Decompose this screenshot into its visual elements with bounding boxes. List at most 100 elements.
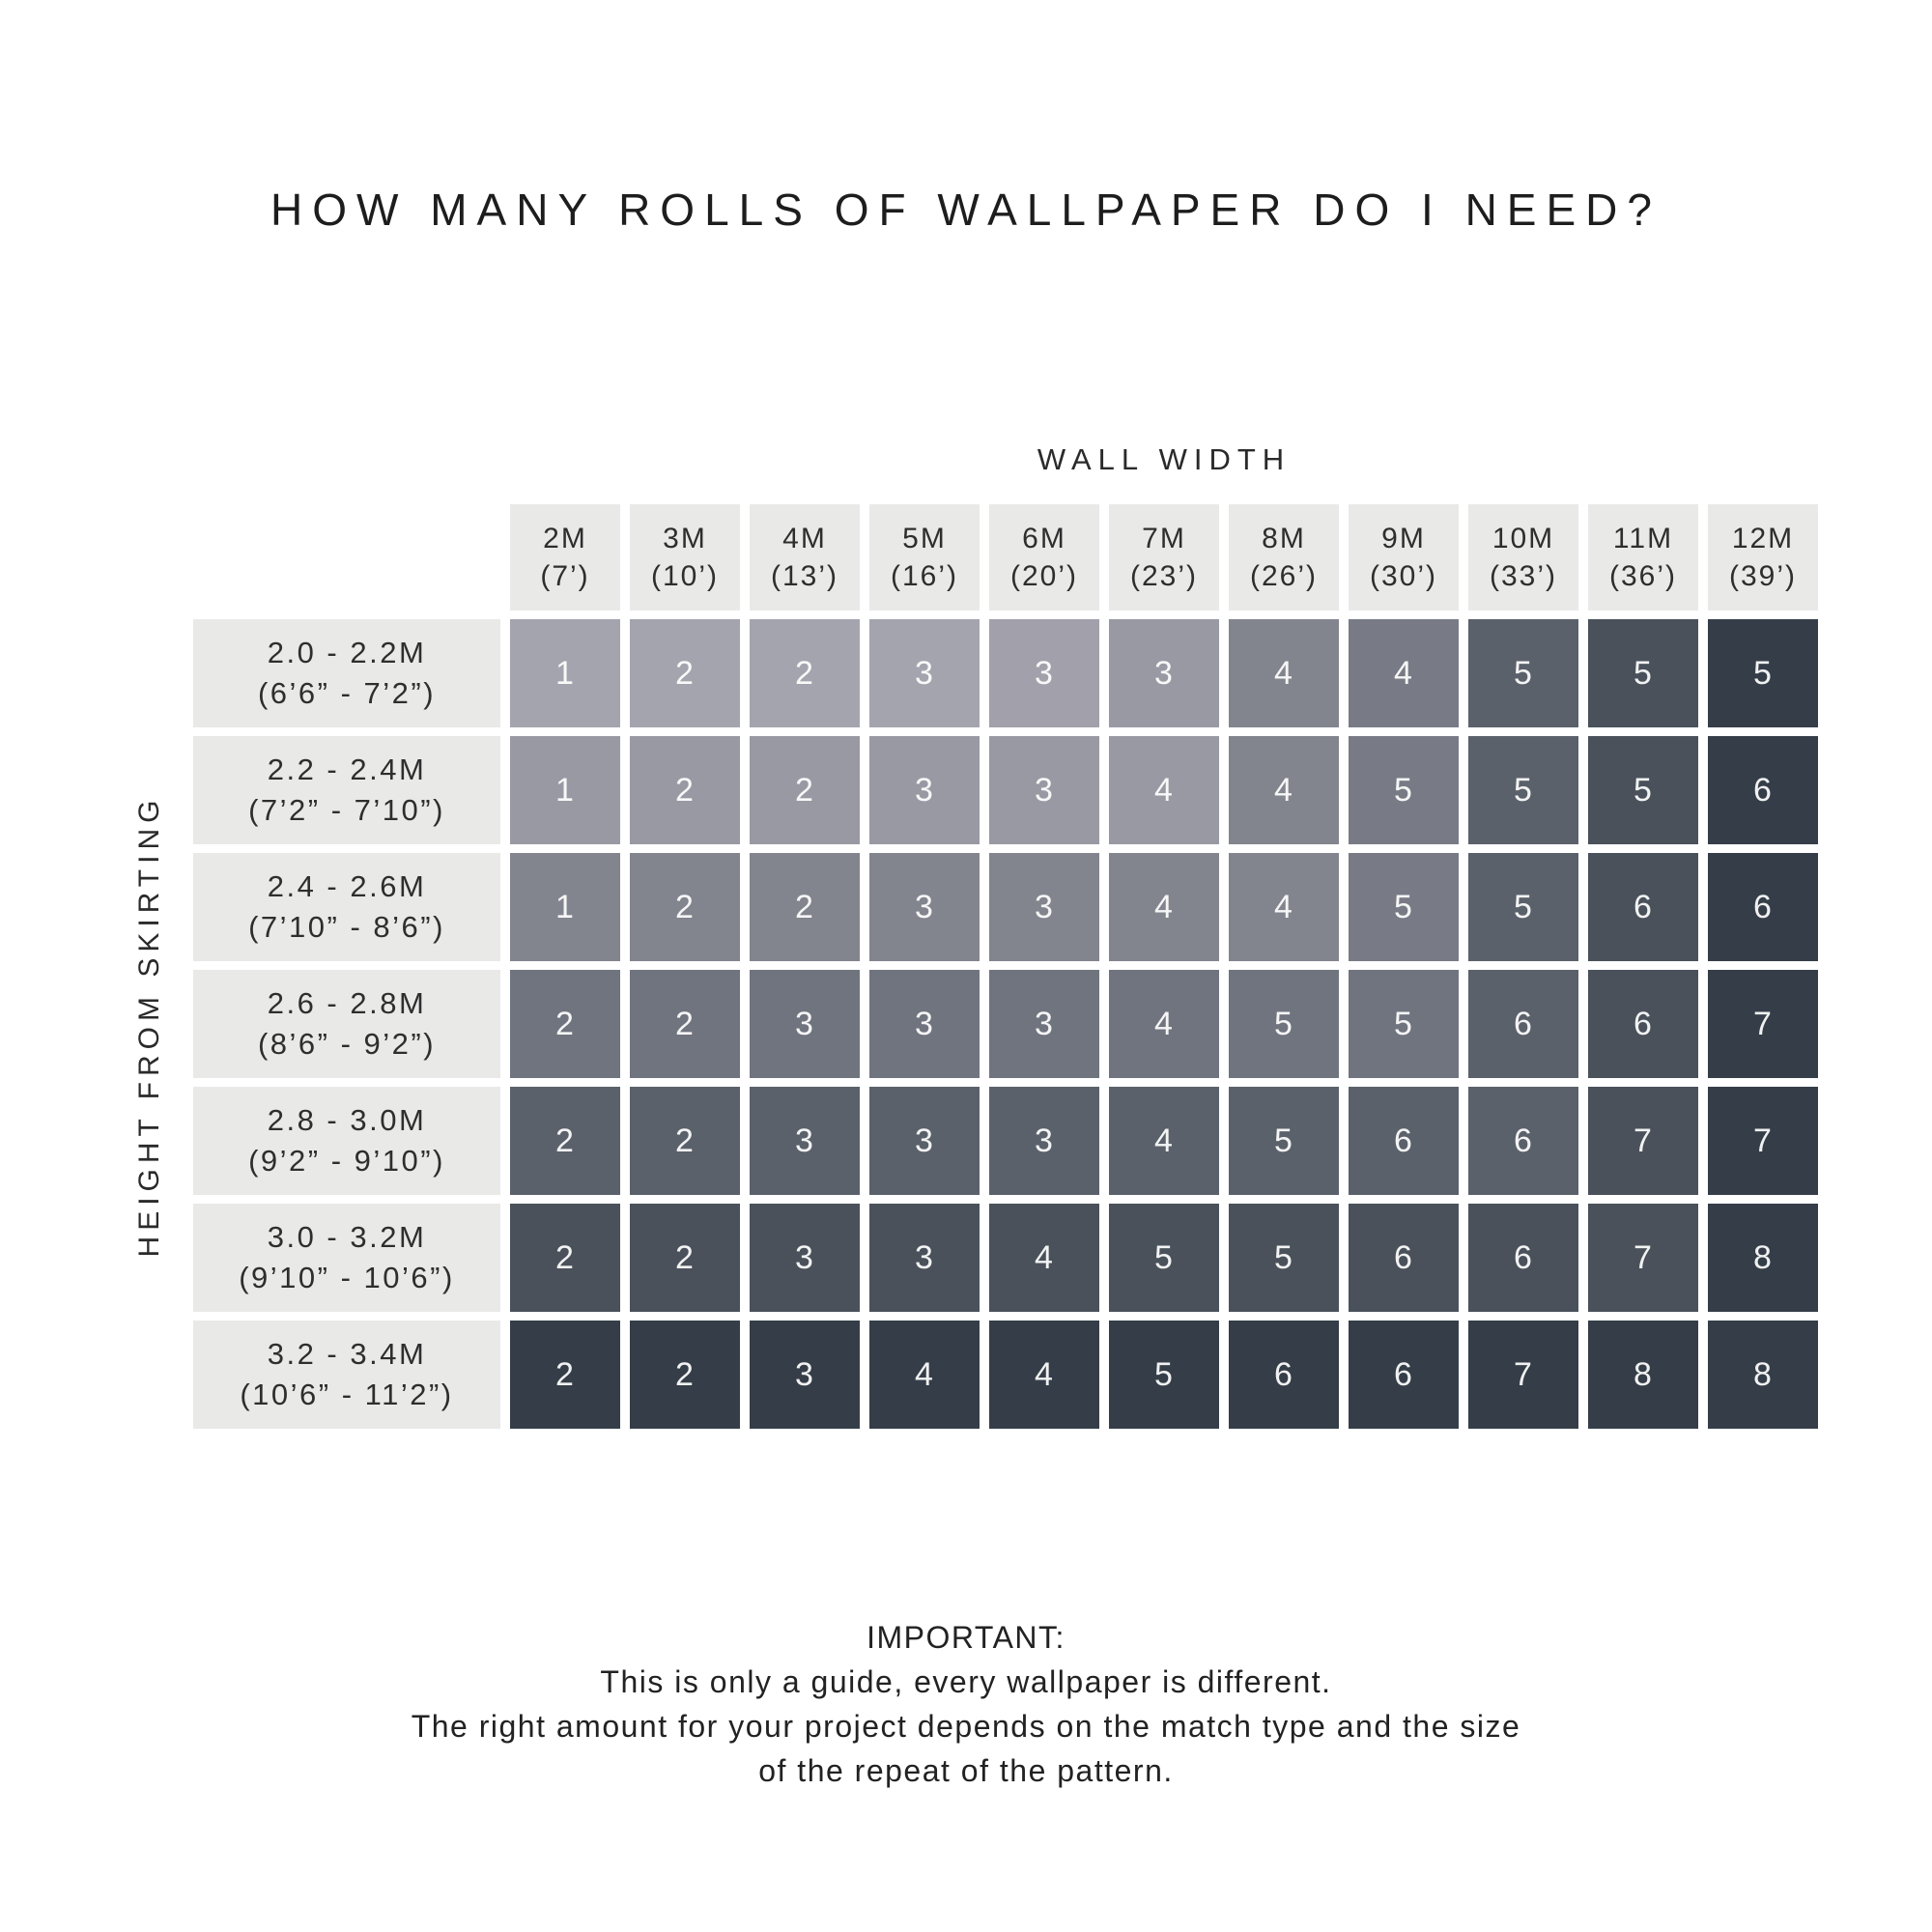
y-axis-label: HEIGHT FROM SKIRTING bbox=[133, 794, 165, 1258]
column-header: 7M (23’) bbox=[1109, 504, 1219, 611]
grid-cell: 7 bbox=[1588, 1204, 1698, 1312]
column-header-imperial: (10’) bbox=[650, 560, 719, 592]
grid-cell: 5 bbox=[1349, 736, 1459, 844]
grid-cell: 6 bbox=[1349, 1204, 1459, 1312]
column-header-metric: 12M bbox=[1731, 523, 1795, 554]
grid-cell: 2 bbox=[750, 736, 860, 844]
x-axis-label: WALL WIDTH bbox=[1037, 442, 1292, 476]
grid-cell: 3 bbox=[989, 853, 1099, 961]
row-header: 2.2 - 2.4M (7’2” - 7’10”) bbox=[193, 736, 500, 844]
grid-cell: 6 bbox=[1588, 970, 1698, 1078]
grid-cell: 4 bbox=[1229, 853, 1339, 961]
footer-note: IMPORTANT: This is only a guide, every w… bbox=[0, 1615, 1932, 1793]
column-header: 6M (20’) bbox=[989, 504, 1099, 611]
column-header: 12M (39’) bbox=[1708, 504, 1818, 611]
grid-cell: 2 bbox=[510, 1321, 620, 1429]
column-header: 8M (26’) bbox=[1229, 504, 1339, 611]
grid-cell: 2 bbox=[630, 619, 740, 727]
row-header-metric: 2.6 - 2.8M bbox=[267, 986, 427, 1020]
grid-cell: 6 bbox=[1349, 1087, 1459, 1195]
column-header-metric: 3M bbox=[663, 523, 707, 554]
grid-cell: 5 bbox=[1468, 853, 1578, 961]
grid-cell: 5 bbox=[1468, 736, 1578, 844]
grid-cell: 2 bbox=[630, 1321, 740, 1429]
grid-cell: 3 bbox=[869, 1204, 980, 1312]
grid-cell: 5 bbox=[1229, 1087, 1339, 1195]
footer-heading: IMPORTANT: bbox=[867, 1620, 1065, 1655]
grid-cell: 5 bbox=[1109, 1321, 1219, 1429]
column-header-metric: 8M bbox=[1262, 523, 1306, 554]
column-header: 10M (33’) bbox=[1468, 504, 1578, 611]
grid-cell: 6 bbox=[1468, 1087, 1578, 1195]
grid-cell: 4 bbox=[1349, 619, 1459, 727]
column-header-metric: 10M bbox=[1492, 523, 1555, 554]
grid-cell: 4 bbox=[1229, 619, 1339, 727]
grid-cell: 2 bbox=[630, 970, 740, 1078]
grid-cell: 3 bbox=[989, 736, 1099, 844]
grid-cell: 5 bbox=[1229, 1204, 1339, 1312]
grid-cell: 4 bbox=[1109, 853, 1219, 961]
row-header-metric: 2.0 - 2.2M bbox=[267, 636, 427, 669]
grid-cell: 3 bbox=[1109, 619, 1219, 727]
column-header-imperial: (39’) bbox=[1728, 560, 1797, 592]
grid-cell: 5 bbox=[1349, 970, 1459, 1078]
grid-cell: 5 bbox=[1588, 736, 1698, 844]
row-header: 3.2 - 3.4M (10’6” - 11’2”) bbox=[193, 1321, 500, 1429]
grid-cell: 3 bbox=[989, 970, 1099, 1078]
column-header: 4M (13’) bbox=[750, 504, 860, 611]
grid-cell: 7 bbox=[1588, 1087, 1698, 1195]
grid-cell: 6 bbox=[1468, 970, 1578, 1078]
column-header-imperial: (33’) bbox=[1489, 560, 1557, 592]
column-header-metric: 6M bbox=[1022, 523, 1066, 554]
row-header-metric: 2.8 - 3.0M bbox=[267, 1103, 427, 1137]
row-header-imperial: (8’6” - 9’2”) bbox=[257, 1027, 437, 1061]
grid-cell: 3 bbox=[989, 1087, 1099, 1195]
row-header-imperial: (7’10” - 8’6”) bbox=[248, 910, 445, 944]
grid-corner bbox=[193, 504, 500, 611]
column-header-metric: 11M bbox=[1612, 523, 1674, 554]
grid-cell: 4 bbox=[1109, 736, 1219, 844]
column-header-imperial: (23’) bbox=[1129, 560, 1198, 592]
grid-cell: 2 bbox=[510, 1087, 620, 1195]
grid-cell: 7 bbox=[1468, 1321, 1578, 1429]
grid-cell: 4 bbox=[1109, 970, 1219, 1078]
column-header-metric: 7M bbox=[1142, 523, 1186, 554]
column-header-imperial: (30’) bbox=[1369, 560, 1437, 592]
grid-cell: 5 bbox=[1229, 970, 1339, 1078]
column-header-imperial: (7’) bbox=[540, 560, 590, 592]
grid-cell: 7 bbox=[1708, 970, 1818, 1078]
grid-cell: 3 bbox=[869, 619, 980, 727]
grid-cell: 2 bbox=[510, 970, 620, 1078]
row-header: 2.4 - 2.6M (7’10” - 8’6”) bbox=[193, 853, 500, 961]
grid-cell: 2 bbox=[630, 1087, 740, 1195]
grid-cell: 3 bbox=[869, 853, 980, 961]
column-header-metric: 9M bbox=[1381, 523, 1426, 554]
grid-cell: 4 bbox=[869, 1321, 980, 1429]
column-header: 3M (10’) bbox=[630, 504, 740, 611]
grid-cell: 5 bbox=[1109, 1204, 1219, 1312]
row-header-imperial: (10’6” - 11’2”) bbox=[240, 1378, 454, 1411]
column-header-imperial: (13’) bbox=[770, 560, 838, 592]
row-header: 2.0 - 2.2M (6’6” - 7’2”) bbox=[193, 619, 500, 727]
grid-cell: 3 bbox=[989, 619, 1099, 727]
column-header-imperial: (20’) bbox=[1009, 560, 1078, 592]
row-header: 2.8 - 3.0M (9’2” - 9’10”) bbox=[193, 1087, 500, 1195]
grid-cell: 4 bbox=[989, 1321, 1099, 1429]
row-header-imperial: (9’10” - 10’6”) bbox=[239, 1261, 455, 1294]
grid-cell: 2 bbox=[630, 736, 740, 844]
row-header-metric: 3.0 - 3.2M bbox=[267, 1220, 427, 1254]
page-title: HOW MANY ROLLS OF WALLPAPER DO I NEED? bbox=[270, 185, 1662, 235]
grid-cell: 2 bbox=[630, 853, 740, 961]
grid-cell: 1 bbox=[510, 736, 620, 844]
column-header-imperial: (26’) bbox=[1249, 560, 1318, 592]
grid-cell: 8 bbox=[1588, 1321, 1698, 1429]
row-header-imperial: (7’2” - 7’10”) bbox=[248, 793, 445, 827]
grid-cell: 4 bbox=[1229, 736, 1339, 844]
grid-cell: 8 bbox=[1708, 1204, 1818, 1312]
grid-cell: 2 bbox=[510, 1204, 620, 1312]
row-header: 3.0 - 3.2M (9’10” - 10’6”) bbox=[193, 1204, 500, 1312]
grid-cell: 2 bbox=[750, 619, 860, 727]
grid-cell: 6 bbox=[1708, 736, 1818, 844]
grid-cell: 3 bbox=[750, 1204, 860, 1312]
grid-cell: 3 bbox=[869, 736, 980, 844]
